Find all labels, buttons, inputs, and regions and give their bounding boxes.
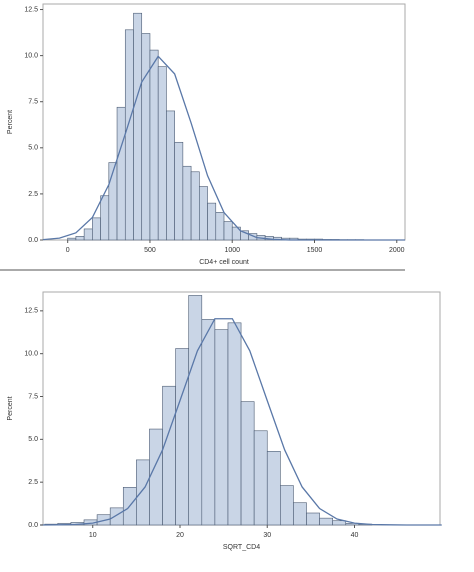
bar bbox=[162, 385, 176, 526]
y-tick-label: 10.0 bbox=[24, 351, 38, 358]
bar bbox=[207, 202, 217, 241]
bar bbox=[240, 401, 255, 526]
bar bbox=[175, 348, 190, 526]
x-tick-label: 30 bbox=[263, 532, 271, 539]
bar bbox=[182, 165, 192, 241]
bar bbox=[319, 517, 333, 526]
bar bbox=[75, 236, 85, 241]
y-axis-label: Percent bbox=[7, 110, 14, 134]
bar bbox=[253, 430, 268, 526]
y-tick-label: 2.5 bbox=[28, 479, 38, 486]
bar bbox=[266, 451, 281, 526]
x-tick-label: 1000 bbox=[224, 247, 240, 254]
y-axis-label: Percent bbox=[7, 396, 14, 420]
y-tick-label: 7.5 bbox=[28, 99, 38, 106]
bar bbox=[332, 520, 347, 526]
bar bbox=[201, 319, 216, 526]
bar bbox=[149, 49, 159, 241]
bar bbox=[293, 502, 307, 526]
x-tick-label: 20 bbox=[176, 532, 184, 539]
bar bbox=[149, 428, 163, 526]
bar bbox=[214, 329, 229, 526]
bar bbox=[108, 162, 118, 241]
y-tick-label: 0.0 bbox=[28, 237, 38, 244]
bar bbox=[223, 221, 233, 241]
x-tick-label: 500 bbox=[144, 247, 156, 254]
bar bbox=[141, 33, 151, 241]
y-tick-label: 12.5 bbox=[24, 6, 38, 13]
y-tick-label: 10.0 bbox=[24, 52, 38, 59]
y-tick-label: 7.5 bbox=[28, 393, 38, 400]
bar bbox=[157, 66, 167, 241]
x-tick-label: 0 bbox=[66, 247, 70, 254]
bar bbox=[109, 507, 124, 526]
bar bbox=[280, 485, 294, 526]
bar bbox=[166, 110, 175, 241]
y-tick-label: 2.5 bbox=[28, 191, 38, 198]
normal-curve bbox=[42, 55, 405, 241]
bar bbox=[188, 295, 203, 526]
y-tick-label: 12.5 bbox=[24, 308, 38, 315]
x-tick-label: 2000 bbox=[389, 247, 405, 254]
x-tick-label: 40 bbox=[351, 532, 359, 539]
bar bbox=[215, 212, 225, 241]
bar bbox=[136, 459, 150, 526]
bar bbox=[67, 237, 77, 241]
x-axis-label: CD4+ cell count bbox=[199, 259, 249, 266]
bar bbox=[83, 228, 93, 241]
bar bbox=[174, 141, 184, 241]
x-axis-label: SQRT_CD4 bbox=[223, 544, 260, 551]
bar bbox=[199, 186, 208, 241]
bar bbox=[116, 106, 126, 241]
y-tick-label: 5.0 bbox=[28, 436, 38, 443]
x-tick-label: 10 bbox=[89, 532, 97, 539]
bar bbox=[133, 12, 143, 241]
bar bbox=[124, 29, 134, 241]
bar bbox=[306, 512, 320, 526]
bar bbox=[100, 195, 110, 241]
y-tick-label: 0.0 bbox=[28, 522, 38, 529]
x-tick-label: 1500 bbox=[307, 247, 323, 254]
y-tick-label: 5.0 bbox=[28, 145, 38, 152]
plot-area bbox=[42, 3, 406, 241]
normal-curve bbox=[40, 318, 442, 526]
bar bbox=[92, 217, 101, 241]
bar bbox=[190, 171, 200, 241]
bar bbox=[227, 322, 242, 526]
